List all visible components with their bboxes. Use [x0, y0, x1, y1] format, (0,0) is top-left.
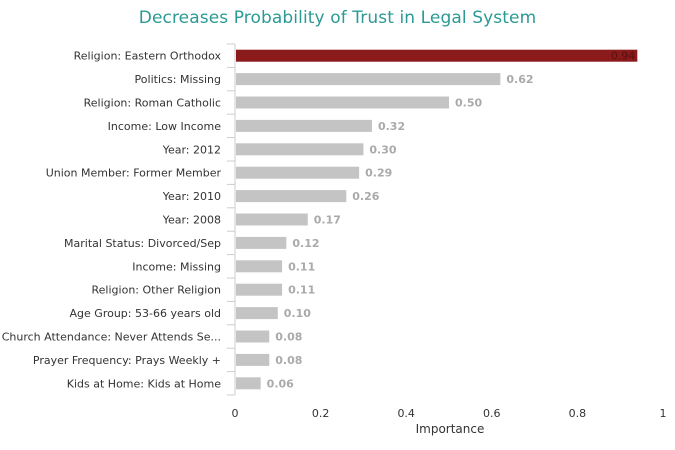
bar: [236, 166, 360, 179]
bar: [236, 260, 283, 273]
bar: [236, 143, 364, 156]
data-label: 0.11: [288, 260, 315, 273]
bar: [236, 283, 283, 296]
bar: [236, 213, 308, 226]
data-label: 0.94: [611, 50, 636, 63]
category-label: Religion: Roman Catholic: [84, 97, 221, 110]
data-label: 0.26: [352, 190, 379, 203]
data-label: 0.06: [267, 377, 294, 390]
category-label: Income: Low Income: [108, 120, 222, 133]
bar: [236, 49, 638, 62]
x-tick-label: 1: [660, 407, 667, 420]
bars-layer: [236, 49, 638, 390]
data-label: 0.30: [369, 143, 396, 156]
data-label: 0.10: [284, 307, 311, 320]
bar: [236, 236, 287, 249]
bar: [236, 330, 270, 343]
bar: [236, 119, 372, 132]
category-label: Kids at Home: Kids at Home: [67, 377, 221, 390]
chart-title: Decreases Probability of Trust in Legal …: [138, 8, 537, 28]
bar: [236, 73, 501, 86]
category-label: Church Attendance: Never Attends Se...: [2, 331, 221, 344]
bar: [236, 190, 347, 203]
x-tick-label: 0.6: [483, 407, 501, 420]
data-label: 0.12: [292, 237, 319, 250]
x-tick-label: 0.4: [397, 407, 415, 420]
x-tick-label: 0.8: [569, 407, 587, 420]
category-label: Marital Status: Divorced/Sep: [64, 237, 221, 250]
category-label: Income: Missing: [132, 260, 221, 273]
category-label: Year: 2008: [162, 214, 221, 227]
x-axis-title: Importance: [416, 422, 485, 436]
category-label: Age Group: 53-66 years old: [70, 307, 221, 320]
category-label: Union Member: Former Member: [46, 167, 222, 180]
data-label: 0.11: [288, 284, 315, 297]
bar: [236, 96, 449, 109]
category-label: Politics: Missing: [135, 73, 221, 86]
category-labels: Religion: Eastern Orthodox Politics: Miss…: [2, 50, 222, 391]
bar: [236, 307, 278, 320]
bar: [236, 377, 261, 390]
data-label: 0.62: [506, 73, 533, 86]
category-label: Year: 2010: [162, 190, 221, 203]
data-label: 0.17: [314, 214, 341, 227]
data-label: 0.32: [378, 120, 405, 133]
data-label: 0.29: [365, 167, 392, 180]
value-labels: 0.94 0.62 0.50 0.32 0.30 0.29 0.26 0.17 0.12 0.11…: [267, 50, 636, 391]
category-label: Prayer Frequency: Prays Weekly +: [33, 354, 221, 367]
bar: [236, 353, 270, 366]
category-label: Religion: Other Religion: [92, 284, 221, 297]
x-tick-label: 0.2: [312, 407, 330, 420]
data-label: 0.50: [455, 97, 482, 110]
x-tick-label: 0: [232, 407, 239, 420]
category-label: Year: 2012: [162, 143, 221, 156]
data-label: 0.08: [275, 354, 302, 367]
data-label: 0.08: [275, 331, 302, 344]
category-label: Religion: Eastern Orthodox: [74, 50, 222, 63]
axes: 0 0.2 0.4 0.6 0.8 1: [227, 43, 667, 420]
